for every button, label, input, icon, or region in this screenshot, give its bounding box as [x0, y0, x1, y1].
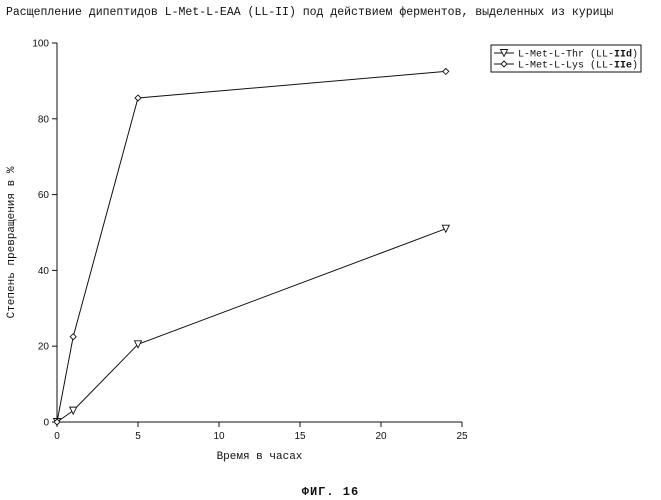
- series-line-1: [57, 229, 446, 422]
- x-axis-label: Время в часах: [217, 451, 303, 463]
- y-tick-label: 100: [32, 39, 49, 50]
- data-point: [70, 334, 76, 340]
- data-point: [70, 407, 77, 414]
- legend-label-1: L-Met-L-Thr (LL-IId): [518, 49, 638, 61]
- data-point: [443, 68, 449, 74]
- y-axis-label: Степень превращения в %: [6, 166, 18, 318]
- y-tick-label: 80: [38, 114, 50, 125]
- y-tick-label: 60: [38, 190, 50, 201]
- data-point: [442, 225, 449, 232]
- legend: L-Met-L-Thr (LL-IId)L-Met-L-Lys (LL-IIe): [491, 45, 641, 72]
- y-tick-label: 40: [38, 266, 50, 277]
- legend-label-2: L-Met-L-Lys (LL-IIe): [518, 60, 638, 72]
- y-tick-label: 0: [43, 418, 49, 429]
- figure-caption: ФИГ. 16: [0, 485, 661, 499]
- x-tick-label: 5: [135, 431, 141, 442]
- y-ticks: 0 20 40 60 80 100: [32, 39, 57, 429]
- y-tick-label: 20: [38, 342, 50, 353]
- line-chart: Время в часах Степень превращения в % 0 5 1…: [0, 0, 661, 480]
- x-tick-label: 15: [294, 431, 306, 442]
- series-line-2: [57, 71, 446, 422]
- x-ticks: 0 5 10 15 20 25: [54, 422, 468, 442]
- axes: Время в часах Степень превращения в %: [6, 43, 462, 463]
- x-tick-label: 20: [375, 431, 387, 442]
- x-tick-label: 25: [456, 431, 468, 442]
- series-lines: [54, 68, 450, 425]
- x-tick-label: 10: [213, 431, 225, 442]
- data-point: [135, 95, 141, 101]
- x-tick-label: 0: [54, 431, 60, 442]
